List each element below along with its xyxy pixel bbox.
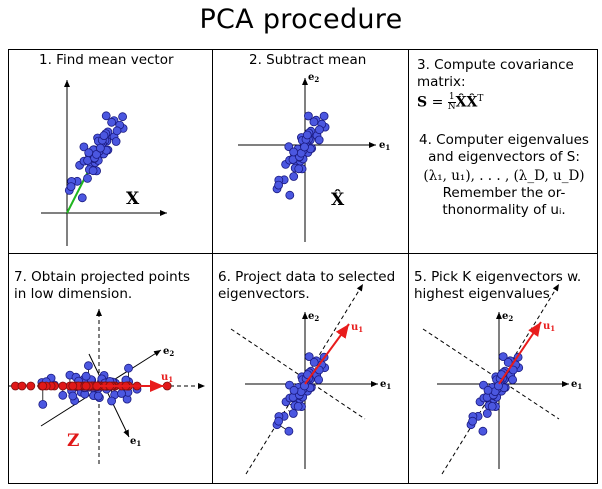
scatter-point	[304, 352, 314, 361]
scatter-point	[107, 117, 116, 127]
scatter-point	[503, 358, 513, 367]
scatter-point	[300, 142, 309, 152]
scatter-projection-lines: e1 e2 u1	[230, 283, 391, 475]
scatter-point	[26, 381, 36, 391]
data-points	[272, 352, 330, 436]
scatter-point	[274, 416, 283, 426]
scatter-point	[83, 173, 92, 183]
u1-label: u1	[161, 372, 173, 384]
data-points	[64, 111, 128, 203]
panel-projected-points: 7. Obtain projected points in low dimens…	[8, 253, 213, 484]
panel-heading: 5. Pick K eigenvectors w. highest eigenv…	[414, 269, 582, 302]
label-Xhat: X̂	[331, 190, 345, 210]
scatter-point	[483, 385, 493, 395]
scatter-point	[285, 190, 295, 200]
scatter-point	[81, 371, 91, 381]
scatter-point	[289, 172, 299, 181]
axis-e1-label: e1	[379, 140, 390, 152]
label-X: X	[126, 189, 140, 209]
scatter-point	[309, 117, 319, 127]
scatter-point	[93, 391, 103, 401]
scatter-centered: e1 e2 X̂	[238, 72, 390, 242]
scatter-point	[304, 111, 313, 121]
u1-arrow	[304, 323, 350, 385]
eigen-text: 4. Computer eigenvalues and eigenvectors…	[419, 132, 589, 218]
e2-label: e2	[163, 346, 174, 358]
scatter-point	[288, 409, 298, 418]
scatter-point	[487, 401, 497, 411]
axis-e2-label: e2	[308, 72, 319, 84]
scatter-point	[117, 389, 126, 398]
scatter-point	[68, 391, 78, 401]
e2-label: e2	[308, 311, 319, 323]
panel-heading: 6. Project data to selected eigenvectors…	[218, 269, 396, 302]
label-Z: Z	[67, 431, 79, 451]
scatter-point	[498, 352, 508, 361]
scatter-point	[314, 135, 324, 145]
scatter-point	[478, 426, 488, 436]
scatter-point	[79, 142, 89, 152]
scatter-point	[17, 381, 27, 391]
scatter-point	[309, 358, 319, 367]
scatter-point	[84, 361, 93, 371]
scatter-point	[289, 385, 299, 395]
panel-find-mean: 1. Find mean vector X	[8, 49, 213, 254]
scatter-point	[111, 137, 121, 146]
panel-heading: 2. Subtract mean	[249, 52, 367, 68]
scatter-point	[302, 130, 312, 140]
data-points	[11, 361, 172, 409]
panel-heading: 7. Obtain projected points in low dimens…	[14, 269, 191, 302]
page-title: PCA procedure	[199, 4, 403, 35]
scatter-point	[112, 126, 122, 136]
scatter-point	[315, 125, 324, 135]
u1-label: u1	[351, 322, 363, 334]
scatter-point	[66, 182, 76, 192]
scatter-original: X	[41, 80, 167, 246]
scatter-point	[300, 381, 309, 391]
scatter-point	[494, 381, 503, 391]
scatter-point	[314, 375, 323, 385]
scatter-point	[38, 399, 48, 409]
scatter-point	[81, 381, 91, 391]
data-points	[466, 352, 524, 436]
e1-label: e1	[380, 379, 391, 391]
scatter-point	[319, 111, 329, 121]
scatter-point	[482, 409, 492, 418]
scatter-projected: e2 e1 u1 Z	[9, 309, 205, 464]
scatter-point	[293, 401, 303, 411]
e2-label: e2	[502, 311, 513, 323]
scatter-point	[508, 375, 517, 385]
panel-heading: 3. Compute covariance matrix:	[417, 57, 574, 90]
scatter-point	[77, 193, 87, 203]
panel-subtract-mean: 2. Subtract mean e1 e2 X̂	[212, 49, 409, 254]
u1-arrow	[498, 321, 542, 385]
e1-label: e1	[571, 379, 582, 391]
panel-heading: 1. Find mean vector	[39, 52, 174, 68]
scatter-point	[294, 164, 304, 174]
scatter-point	[101, 111, 111, 121]
scatter-point	[88, 166, 98, 176]
data-points	[272, 111, 330, 200]
scatter-point	[96, 143, 105, 153]
scatter-point	[468, 416, 477, 426]
scatter-point	[124, 363, 133, 373]
u1-label: u1	[543, 321, 555, 333]
panel-project-data: 6. Project data to selected eigenvectors…	[212, 253, 409, 484]
scatter-point	[38, 381, 48, 391]
panel-pick-eigenvectors: 5. Pick K eigenvectors w. highest eigenv…	[408, 253, 598, 484]
scatter-point	[284, 426, 294, 436]
scatter-point	[99, 131, 109, 140]
scatter-point	[289, 147, 298, 157]
scatter-point	[118, 112, 127, 122]
covariance-formula: S = 1 N X̂X̂T	[417, 92, 484, 113]
scatter-point	[58, 381, 68, 391]
scatter-point	[274, 180, 283, 190]
scatter-point	[84, 148, 94, 158]
scatter-point	[68, 381, 78, 391]
scatter-eigenvectors: e1 e2 u1	[422, 283, 582, 475]
panel-covariance: 3. Compute covariance matrix: S = 1 N X̂X̂…	[408, 49, 598, 254]
e1-label: e1	[130, 436, 141, 448]
scatter-point	[58, 390, 68, 400]
scatter-point	[107, 396, 116, 406]
